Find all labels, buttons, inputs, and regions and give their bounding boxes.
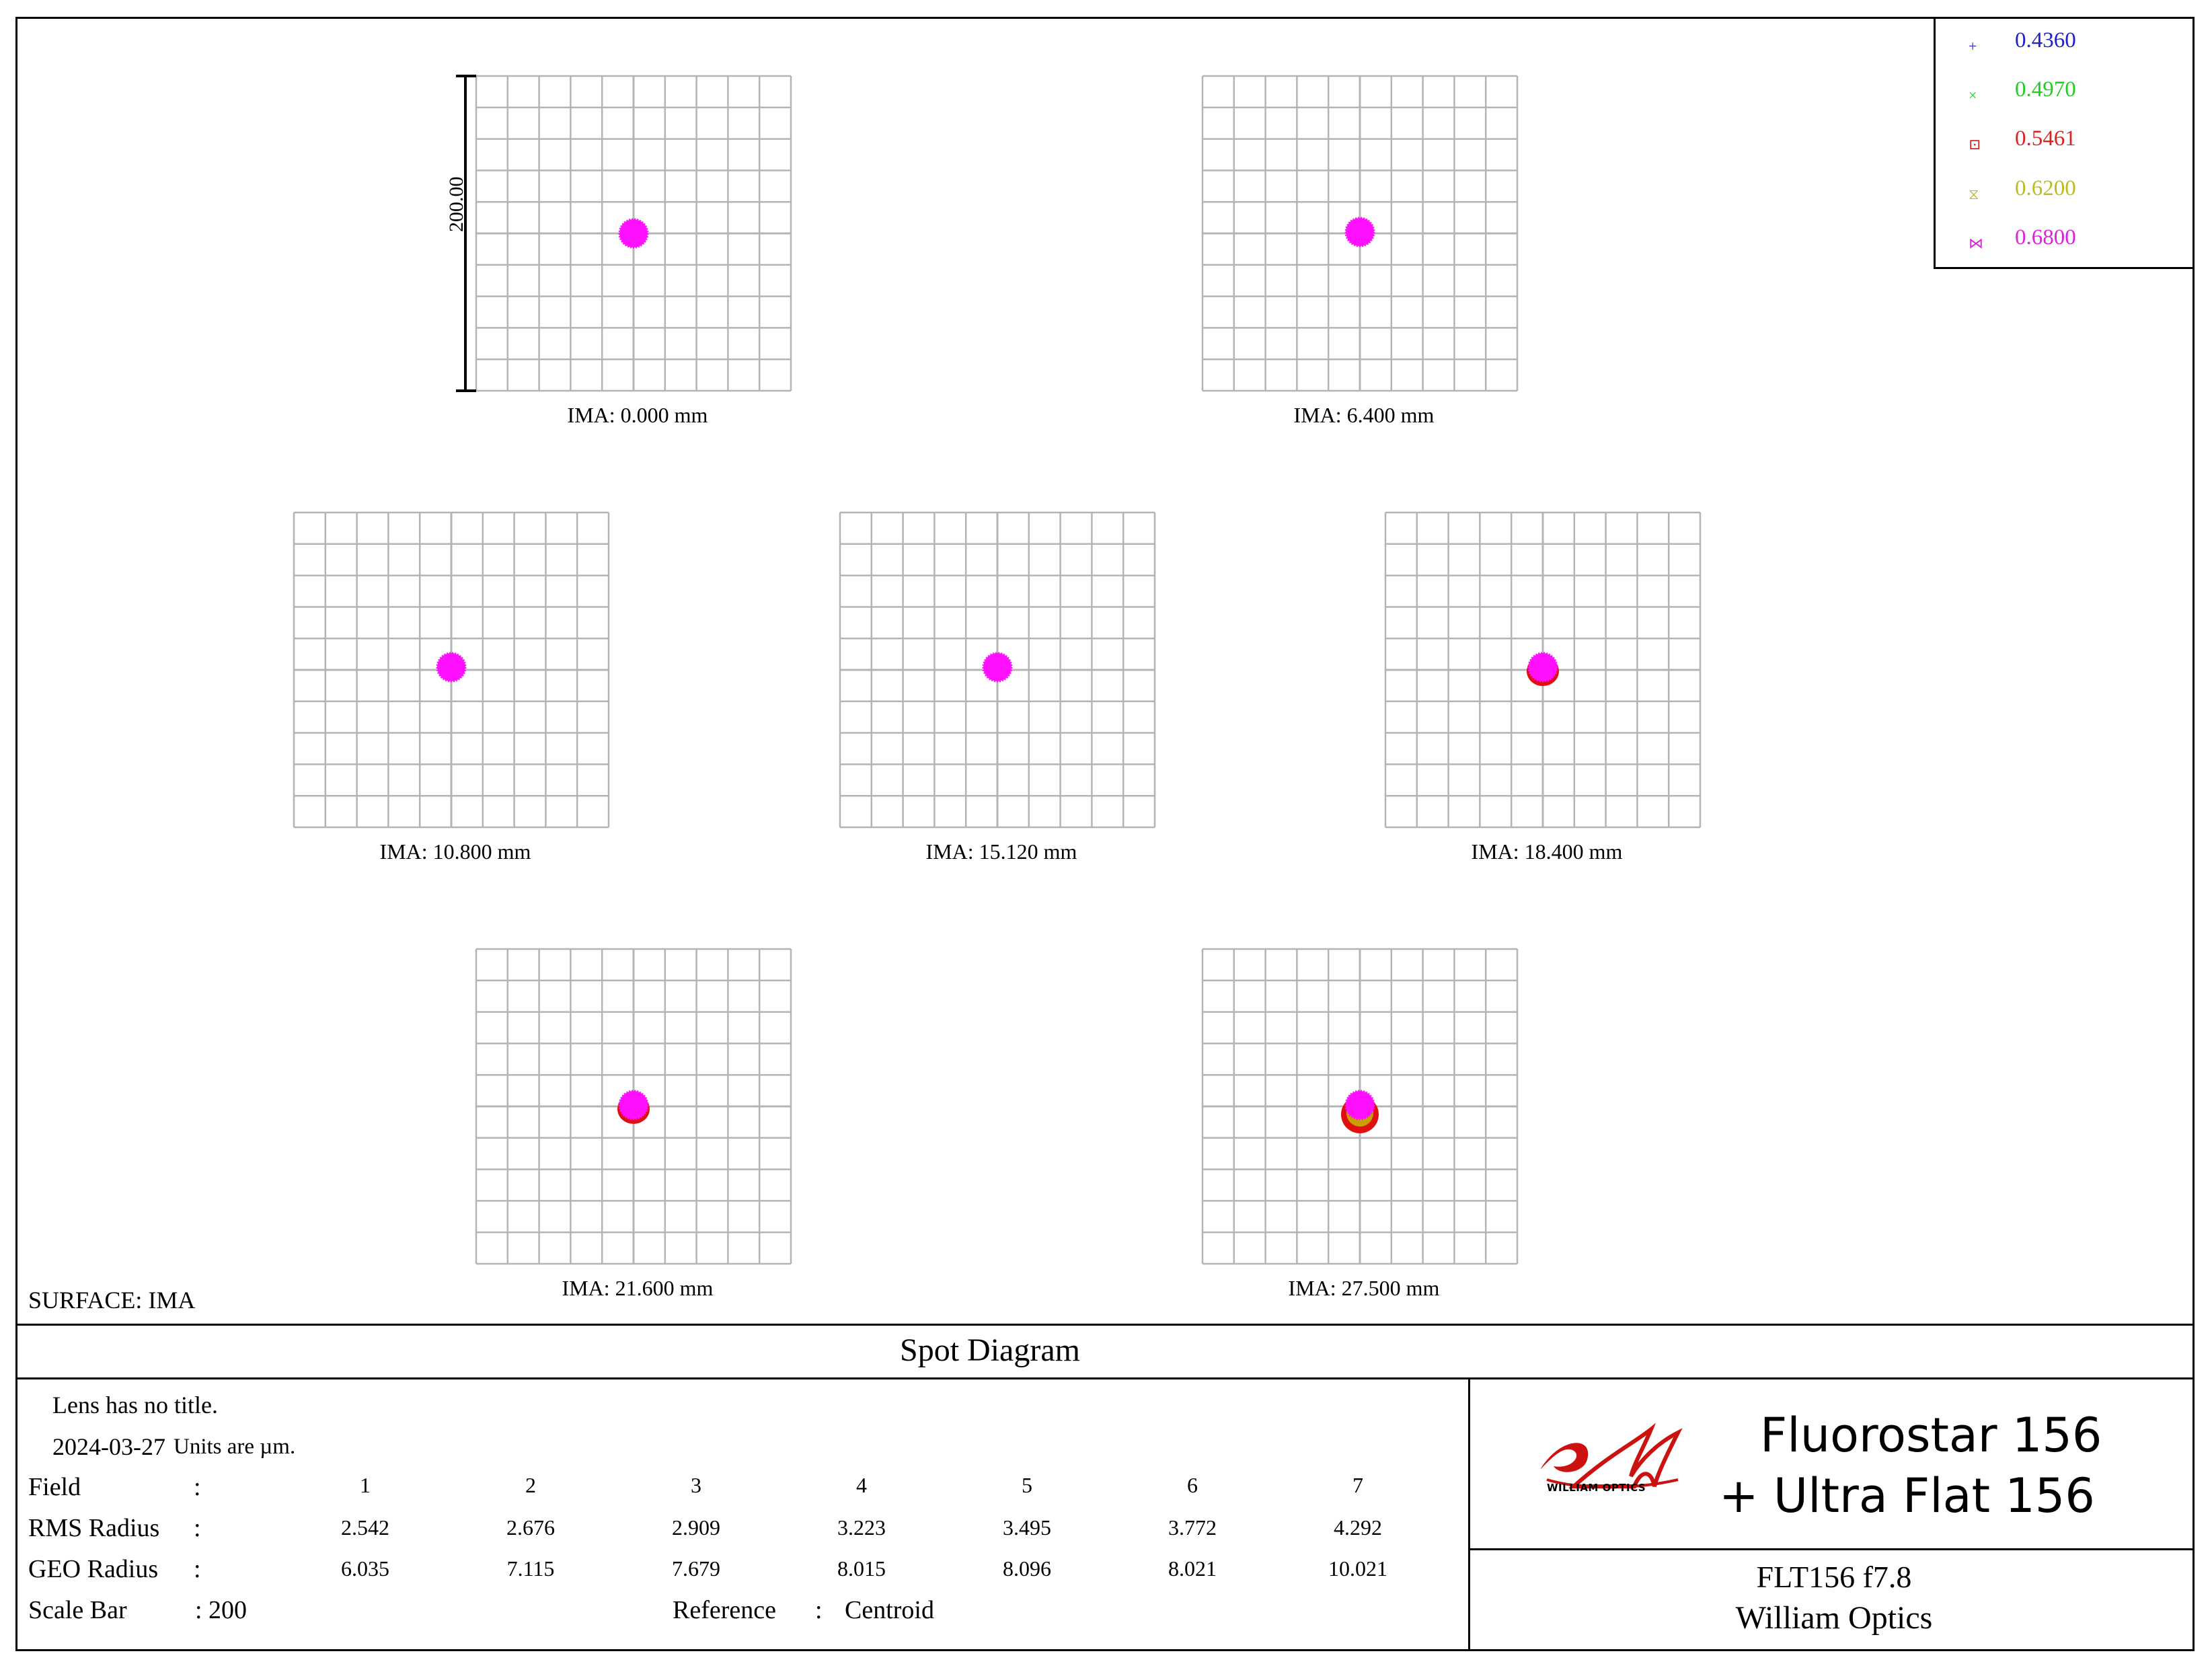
units-note: Units are µm. bbox=[174, 1435, 296, 1459]
spot bbox=[1344, 1090, 1375, 1121]
geo-value-4: 8.015 bbox=[837, 1556, 886, 1581]
plot-label-2: IMA: 6.400 mm bbox=[1293, 403, 1435, 427]
legend-label-5: 0.6800 bbox=[2015, 225, 2076, 250]
brand-panel-divider-mid bbox=[1468, 1548, 2195, 1550]
rms-value-7: 4.292 bbox=[1334, 1515, 1382, 1540]
title-divider-bottom bbox=[15, 1377, 2195, 1379]
spot bbox=[1344, 217, 1375, 248]
spot bbox=[436, 652, 467, 683]
spot-plot-4 bbox=[839, 511, 1156, 829]
plot-label-5: IMA: 18.400 mm bbox=[1471, 839, 1623, 864]
rms-row-label: RMS Radius bbox=[28, 1514, 160, 1542]
geo-value-1: 6.035 bbox=[341, 1556, 389, 1581]
rms-value-3: 2.909 bbox=[672, 1515, 720, 1540]
scale-bar-label: 200.00 bbox=[445, 176, 467, 233]
geo-row-label: GEO Radius bbox=[28, 1555, 159, 1583]
legend-marker-1: + bbox=[1969, 38, 1977, 54]
spot-plot-1 bbox=[475, 75, 792, 392]
scale-bar-row-value: : 200 bbox=[195, 1596, 247, 1624]
plot-label-4: IMA: 15.120 mm bbox=[925, 839, 1077, 864]
legend-marker-4: ⧖ bbox=[1969, 186, 1979, 202]
legend-label-1: 0.4360 bbox=[2015, 28, 2076, 52]
geo-value-6: 8.021 bbox=[1168, 1556, 1217, 1581]
scale-bar bbox=[456, 75, 476, 392]
scale-bar-row-label: Scale Bar bbox=[28, 1596, 127, 1624]
field-number-5: 5 bbox=[1022, 1473, 1032, 1497]
field-number-7: 7 bbox=[1352, 1473, 1363, 1497]
legend-marker-3: ⊡ bbox=[1969, 136, 1981, 153]
reference-colon: : bbox=[815, 1596, 823, 1624]
legend-box bbox=[1934, 17, 2195, 269]
product-line-2: + Ultra Flat 156 bbox=[1719, 1468, 2095, 1523]
field-number-1: 1 bbox=[360, 1473, 371, 1497]
geo-value-5: 8.096 bbox=[1003, 1556, 1051, 1581]
plot-label-3: IMA: 10.800 mm bbox=[379, 839, 531, 864]
spot bbox=[618, 218, 649, 249]
geo-row-colon: : bbox=[194, 1555, 201, 1583]
rms-value-5: 3.495 bbox=[1003, 1515, 1051, 1540]
legend-label-2: 0.4970 bbox=[2015, 77, 2076, 102]
field-number-6: 6 bbox=[1187, 1473, 1198, 1497]
logo-text: WILLIAM OPTICS bbox=[1547, 1482, 1646, 1494]
rms-value-6: 3.772 bbox=[1168, 1515, 1217, 1540]
legend-marker-5: ⋈ bbox=[1969, 235, 1983, 252]
page-frame bbox=[15, 17, 2195, 1651]
model-name: FLT156 f7.8 bbox=[1756, 1560, 1912, 1594]
field-row-colon: : bbox=[194, 1473, 201, 1501]
spot-plot-6 bbox=[475, 948, 792, 1265]
title-divider-top bbox=[15, 1324, 2195, 1326]
spot-plot-3 bbox=[293, 511, 610, 829]
brand-panel-divider-left bbox=[1468, 1377, 1470, 1651]
rms-value-2: 2.676 bbox=[506, 1515, 555, 1540]
plot-label-1: IMA: 0.000 mm bbox=[567, 403, 708, 427]
reference-value: Centroid bbox=[845, 1596, 934, 1624]
rms-value-1: 2.542 bbox=[341, 1515, 389, 1540]
field-number-4: 4 bbox=[856, 1473, 867, 1497]
plot-label-7: IMA: 27.500 mm bbox=[1288, 1276, 1440, 1300]
spot bbox=[1527, 652, 1558, 683]
company-name: William Optics bbox=[1735, 1600, 1933, 1636]
lens-title: Lens has no title. bbox=[52, 1392, 218, 1418]
spot bbox=[982, 652, 1013, 683]
plot-label-6: IMA: 21.600 mm bbox=[562, 1276, 714, 1300]
geo-value-3: 7.679 bbox=[672, 1556, 720, 1581]
spot-plots bbox=[293, 75, 1702, 1265]
field-number-3: 3 bbox=[691, 1473, 701, 1497]
field-number-2: 2 bbox=[525, 1473, 536, 1497]
report-date: 2024-03-27 bbox=[52, 1433, 165, 1460]
product-line-1: Fluorostar 156 bbox=[1760, 1408, 2102, 1463]
surface-label: SURFACE: IMA bbox=[28, 1287, 196, 1314]
geo-value-2: 7.115 bbox=[506, 1556, 555, 1581]
william-optics-logo bbox=[1540, 1423, 1683, 1489]
legend-marker-2: × bbox=[1969, 87, 1977, 104]
spot bbox=[618, 1090, 649, 1121]
rms-value-4: 3.223 bbox=[837, 1515, 886, 1540]
spot-plot-5 bbox=[1384, 511, 1702, 829]
legend-label-3: 0.5461 bbox=[2015, 126, 2076, 151]
field-row-label: Field bbox=[28, 1473, 81, 1501]
spot-plot-2 bbox=[1201, 75, 1519, 392]
diagram-title: Spot Diagram bbox=[900, 1332, 1080, 1368]
legend-label-4: 0.6200 bbox=[2015, 176, 2076, 200]
reference-label: Reference bbox=[673, 1596, 776, 1624]
rms-row-colon: : bbox=[194, 1514, 201, 1542]
geo-value-7: 10.021 bbox=[1328, 1556, 1387, 1581]
spot-plot-7 bbox=[1201, 948, 1519, 1265]
